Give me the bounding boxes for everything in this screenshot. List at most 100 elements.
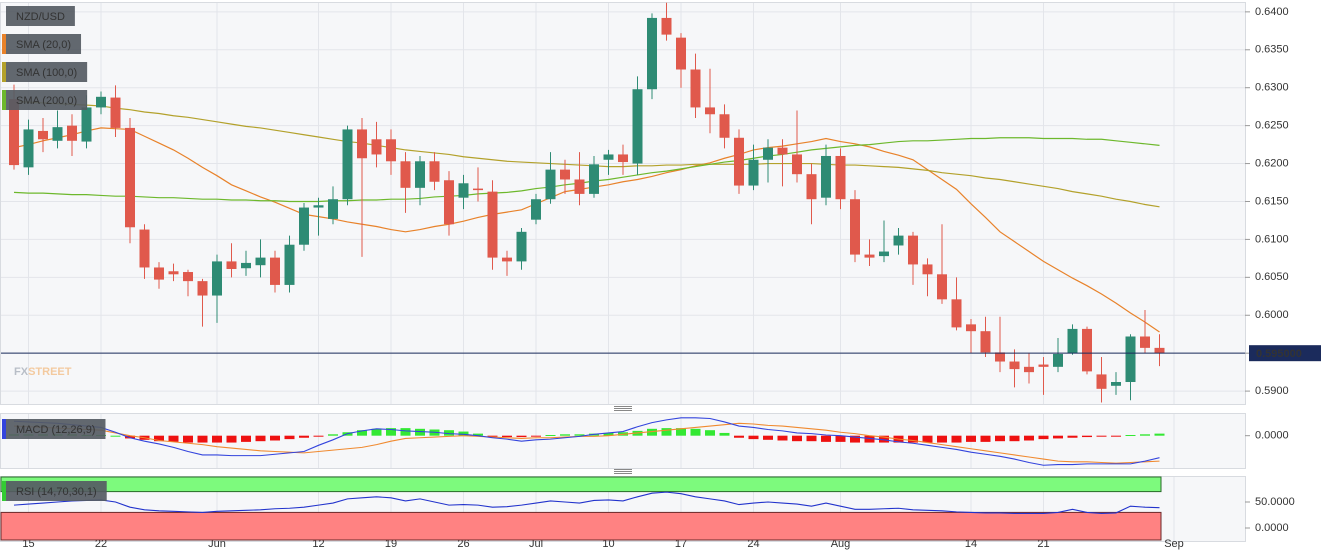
histogram-bar	[1038, 435, 1049, 440]
y-tick-label: 0.6350	[1255, 44, 1289, 56]
histogram-bar	[110, 435, 121, 437]
candle-body	[473, 188, 483, 191]
y-tick-label: 0.6400	[1255, 6, 1289, 18]
macd-panel	[0, 413, 1246, 469]
candle-body	[313, 205, 324, 208]
x-tick-label: Sep	[1164, 538, 1184, 550]
histogram-bar	[400, 428, 411, 436]
candle-body	[777, 147, 788, 155]
candle-body	[864, 254, 875, 258]
y-tick-label: 0.6300	[1255, 82, 1289, 94]
candle-body	[821, 155, 831, 198]
last-price-box	[1249, 345, 1321, 362]
candle-body	[38, 130, 48, 140]
histogram-bar	[241, 435, 251, 442]
histogram-bar	[357, 430, 367, 436]
legend-box	[6, 419, 106, 439]
candle-body	[1082, 328, 1092, 372]
histogram-bar	[313, 435, 324, 437]
histogram-bar	[168, 435, 179, 442]
histogram-bar	[531, 435, 541, 437]
histogram-bar	[966, 435, 976, 442]
candle-body	[1038, 364, 1049, 367]
candle-body	[386, 139, 396, 162]
sma-line	[13, 100, 1160, 208]
histogram-bar	[850, 435, 860, 443]
legend-label: RSI (14,70,30,1)	[16, 486, 97, 498]
candle-body	[734, 137, 744, 186]
candle-body	[328, 199, 338, 219]
candle-body	[966, 324, 976, 332]
x-tick-label: 10	[602, 538, 614, 550]
histogram-bar	[661, 428, 672, 436]
histogram-bar	[951, 435, 962, 443]
candle-body	[995, 352, 1005, 362]
candle-body	[212, 261, 222, 296]
legend-label: MACD (12,26,9)	[16, 424, 95, 436]
histogram-bar	[415, 428, 425, 436]
resize-handle[interactable]	[614, 469, 632, 474]
candle-body	[168, 271, 179, 275]
candle-body	[1111, 382, 1121, 386]
histogram-bar	[328, 434, 338, 436]
x-tick-label: 21	[1037, 538, 1049, 550]
candle-body	[1125, 336, 1136, 383]
legend-swatch	[2, 90, 6, 110]
histogram-bar	[835, 435, 846, 442]
y-tick-label: 0.0000	[1255, 430, 1289, 442]
candle-body	[52, 127, 63, 141]
histogram-bar	[908, 435, 918, 443]
candle-body	[647, 17, 657, 90]
y-tick-label: 0.6250	[1255, 120, 1289, 132]
candle-body	[1140, 336, 1150, 348]
y-tick-label: 0.6200	[1255, 157, 1289, 169]
candle-body	[429, 161, 440, 182]
price-panel	[0, 2, 1246, 405]
legend-label: NZD/USD	[16, 11, 65, 23]
x-tick-label: 12	[312, 538, 324, 550]
candle-body	[705, 107, 715, 115]
legend-label: SMA (200,0)	[16, 95, 77, 107]
histogram-bar	[777, 435, 788, 441]
histogram-bar	[473, 433, 483, 436]
histogram-bar	[458, 431, 469, 436]
rsi-line	[13, 491, 1160, 514]
candle-body	[893, 235, 904, 246]
candle-body	[444, 180, 454, 225]
candle-body	[415, 161, 425, 188]
candle-body	[618, 154, 628, 163]
legend-label: SMA (20,0)	[16, 39, 71, 51]
x-tick-label: 19	[385, 538, 397, 550]
legend-swatch	[2, 34, 6, 54]
histogram-bar	[705, 430, 715, 436]
macd-line	[13, 417, 1160, 466]
candle-body	[255, 257, 266, 266]
histogram-bar	[1096, 435, 1107, 437]
candle-body	[879, 251, 889, 257]
histogram-bar	[1024, 435, 1034, 441]
candle-body	[980, 331, 991, 353]
candle-body	[197, 281, 208, 296]
resize-handle[interactable]	[614, 406, 632, 411]
legend-box	[6, 481, 107, 501]
histogram-bar	[1140, 434, 1150, 436]
histogram-bar	[603, 432, 614, 436]
histogram-bar	[212, 435, 222, 443]
histogram-bar	[980, 435, 991, 442]
candle-body	[574, 179, 585, 194]
candle-body	[400, 161, 411, 188]
candle-body	[516, 231, 527, 262]
candle-body	[1096, 374, 1107, 389]
histogram-bar	[574, 434, 585, 436]
candle-body	[951, 299, 962, 328]
candle-body	[241, 262, 251, 269]
candle-body	[487, 191, 498, 258]
histogram-bar	[879, 435, 889, 443]
watermark-part: STREET	[28, 366, 72, 378]
legend-box	[6, 6, 75, 26]
sma-line	[13, 127, 1160, 333]
candle-body	[110, 97, 121, 128]
histogram-bar	[183, 435, 193, 443]
histogram-bar	[197, 435, 208, 443]
